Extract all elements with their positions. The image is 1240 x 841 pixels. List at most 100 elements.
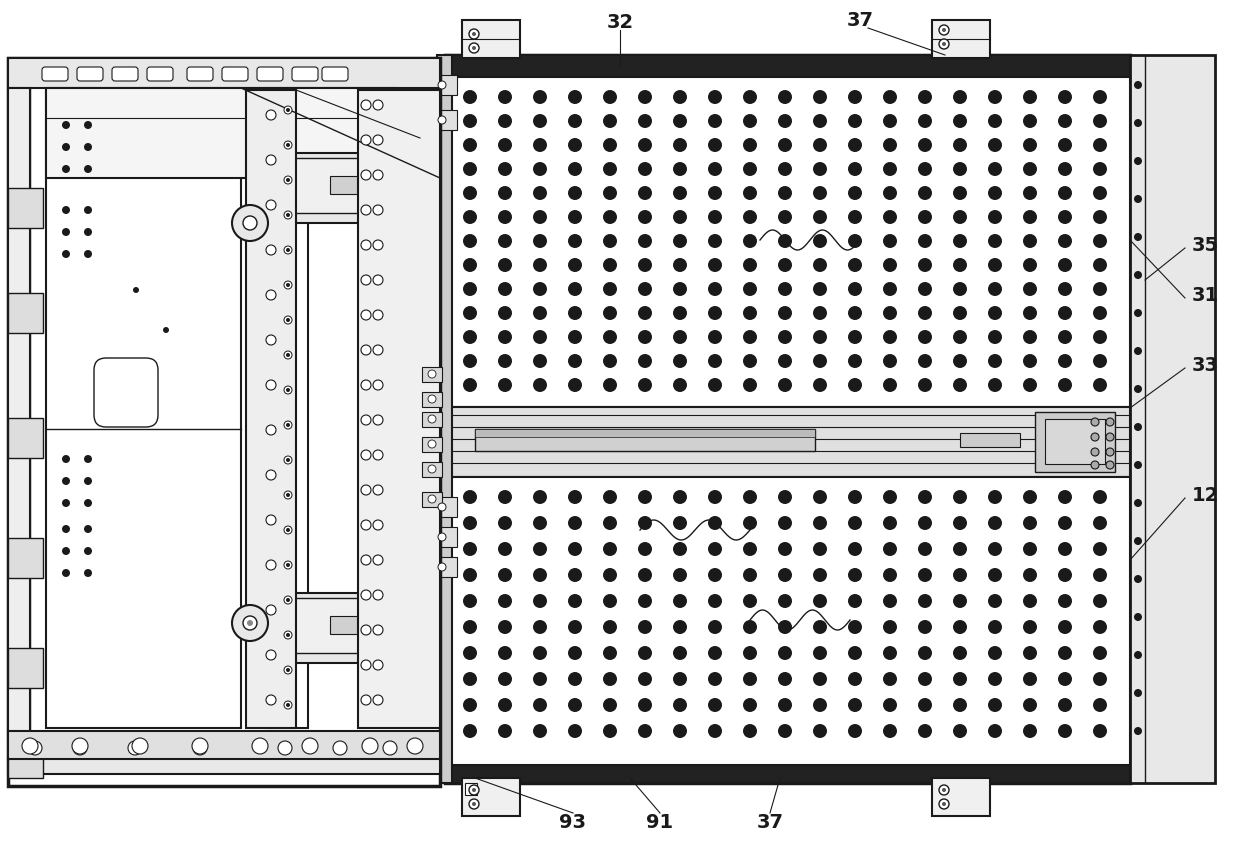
Circle shape xyxy=(267,155,277,165)
Circle shape xyxy=(1092,258,1107,272)
Circle shape xyxy=(1023,542,1037,556)
Circle shape xyxy=(954,378,967,392)
Bar xyxy=(391,176,440,194)
Circle shape xyxy=(603,114,618,128)
Circle shape xyxy=(62,477,69,485)
Circle shape xyxy=(62,228,69,236)
Circle shape xyxy=(954,724,967,738)
Circle shape xyxy=(942,42,946,46)
Circle shape xyxy=(743,306,756,320)
Circle shape xyxy=(533,698,547,712)
Circle shape xyxy=(988,672,1002,686)
Circle shape xyxy=(1092,162,1107,176)
Circle shape xyxy=(639,724,652,738)
Circle shape xyxy=(1135,119,1142,127)
Circle shape xyxy=(373,625,383,635)
Circle shape xyxy=(1058,138,1073,152)
Circle shape xyxy=(286,528,290,532)
Bar xyxy=(445,55,1130,77)
Bar xyxy=(422,367,441,382)
Circle shape xyxy=(673,672,687,686)
Circle shape xyxy=(883,138,897,152)
Circle shape xyxy=(883,620,897,634)
Circle shape xyxy=(673,306,687,320)
Bar xyxy=(285,598,425,653)
Circle shape xyxy=(286,598,290,602)
Circle shape xyxy=(267,335,277,345)
Circle shape xyxy=(568,282,582,296)
Circle shape xyxy=(1058,90,1073,104)
Circle shape xyxy=(1135,575,1142,583)
Circle shape xyxy=(533,306,547,320)
Circle shape xyxy=(284,281,291,289)
Circle shape xyxy=(472,788,476,792)
Circle shape xyxy=(673,542,687,556)
Circle shape xyxy=(777,234,792,248)
Circle shape xyxy=(361,205,371,215)
Circle shape xyxy=(284,246,291,254)
Circle shape xyxy=(1092,114,1107,128)
Circle shape xyxy=(568,490,582,504)
Circle shape xyxy=(883,490,897,504)
Circle shape xyxy=(286,668,290,672)
Circle shape xyxy=(568,620,582,634)
Circle shape xyxy=(708,282,722,296)
Circle shape xyxy=(286,353,290,357)
Circle shape xyxy=(286,703,290,707)
Circle shape xyxy=(533,724,547,738)
Circle shape xyxy=(1092,354,1107,368)
Circle shape xyxy=(362,738,378,754)
Circle shape xyxy=(428,370,436,378)
Circle shape xyxy=(267,290,277,300)
Circle shape xyxy=(848,378,862,392)
Circle shape xyxy=(568,516,582,530)
Circle shape xyxy=(777,162,792,176)
Circle shape xyxy=(84,547,92,555)
Circle shape xyxy=(883,672,897,686)
Circle shape xyxy=(639,620,652,634)
Circle shape xyxy=(848,306,862,320)
Circle shape xyxy=(743,210,756,224)
Circle shape xyxy=(568,354,582,368)
Circle shape xyxy=(84,250,92,258)
Circle shape xyxy=(988,568,1002,582)
Bar xyxy=(1130,55,1215,783)
Circle shape xyxy=(954,258,967,272)
Circle shape xyxy=(84,121,92,129)
Circle shape xyxy=(383,741,397,755)
Circle shape xyxy=(1135,347,1142,355)
Circle shape xyxy=(373,170,383,180)
Circle shape xyxy=(603,594,618,608)
Circle shape xyxy=(62,455,69,463)
Circle shape xyxy=(62,499,69,507)
Circle shape xyxy=(463,698,477,712)
Circle shape xyxy=(1092,90,1107,104)
Circle shape xyxy=(883,378,897,392)
Circle shape xyxy=(954,114,967,128)
Circle shape xyxy=(708,542,722,556)
Circle shape xyxy=(498,162,512,176)
Circle shape xyxy=(373,695,383,705)
Circle shape xyxy=(1058,234,1073,248)
Circle shape xyxy=(954,568,967,582)
Circle shape xyxy=(1023,330,1037,344)
Circle shape xyxy=(373,660,383,670)
Circle shape xyxy=(29,741,42,755)
Circle shape xyxy=(472,802,476,806)
Circle shape xyxy=(673,354,687,368)
Circle shape xyxy=(918,210,932,224)
Circle shape xyxy=(708,186,722,200)
Bar xyxy=(475,429,815,451)
Circle shape xyxy=(498,646,512,660)
Circle shape xyxy=(373,345,383,355)
Bar xyxy=(1045,419,1105,464)
Bar xyxy=(432,110,458,130)
Circle shape xyxy=(848,114,862,128)
Circle shape xyxy=(568,258,582,272)
Circle shape xyxy=(813,90,827,104)
Circle shape xyxy=(568,568,582,582)
Circle shape xyxy=(639,234,652,248)
Circle shape xyxy=(498,234,512,248)
Circle shape xyxy=(639,186,652,200)
Circle shape xyxy=(463,568,477,582)
